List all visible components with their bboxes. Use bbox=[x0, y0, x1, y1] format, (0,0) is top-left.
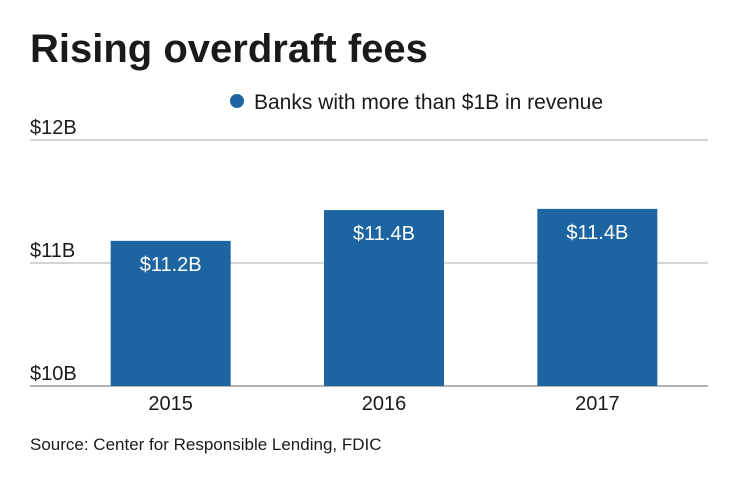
bar bbox=[110, 240, 231, 386]
chart-title: Rising overdraft fees bbox=[30, 27, 428, 71]
x-tick-label: 2017 bbox=[575, 393, 620, 415]
x-tick-label: 2016 bbox=[362, 393, 407, 415]
y-tick-label: $11B bbox=[30, 240, 75, 262]
legend-label: Banks with more than $1B in revenue bbox=[254, 91, 603, 114]
x-tick-label: 2015 bbox=[148, 393, 193, 415]
y-tick-label: $12B bbox=[30, 117, 77, 139]
source: Source: Center for Responsible Lending, … bbox=[30, 435, 382, 454]
legend-marker bbox=[230, 94, 244, 108]
bar bbox=[324, 210, 444, 386]
value-label: $11.4B bbox=[566, 222, 628, 244]
bar bbox=[537, 208, 658, 386]
y-tick-label: $10B bbox=[30, 363, 77, 385]
value-label: $11.4B bbox=[353, 223, 415, 245]
value-label: $11.2B bbox=[140, 254, 202, 276]
